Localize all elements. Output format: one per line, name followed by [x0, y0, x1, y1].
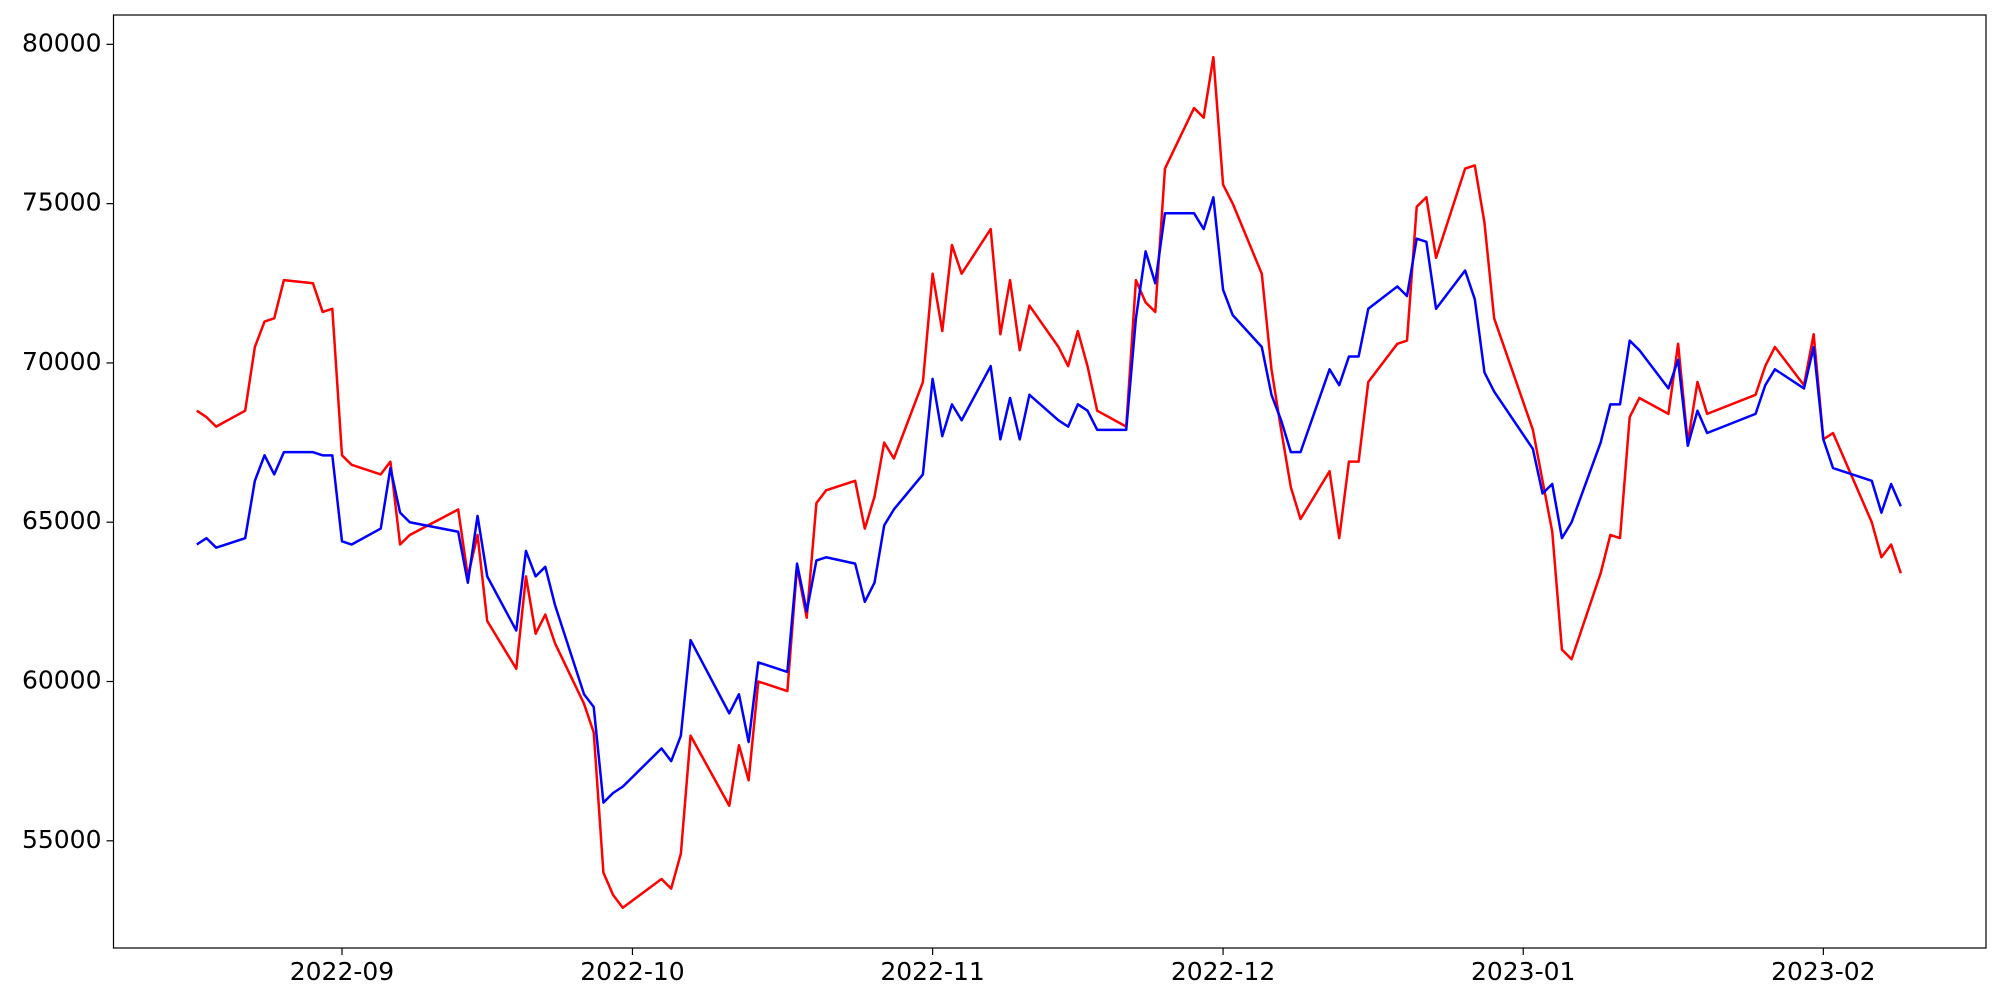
line-series: [196, 196, 1902, 804]
y-tick-label: 80000: [22, 28, 102, 57]
plot-frame: [112, 14, 1987, 949]
x-tick-label: 2023-01: [1471, 957, 1575, 986]
x-tick-label: 2022-11: [880, 957, 984, 986]
y-tick-label: 75000: [22, 188, 102, 217]
x-tick-label: 2023-02: [1771, 957, 1875, 986]
x-tick-label: 2022-10: [580, 957, 684, 986]
x-tick-label: 2022-12: [1171, 957, 1275, 986]
x-tick-label: 2022-09: [290, 957, 394, 986]
y-tick-label: 65000: [22, 506, 102, 535]
y-tick-label: 70000: [22, 347, 102, 376]
y-tick-label: 55000: [22, 825, 102, 854]
y-tick-label: 60000: [22, 666, 102, 695]
line-series: [196, 55, 1902, 909]
